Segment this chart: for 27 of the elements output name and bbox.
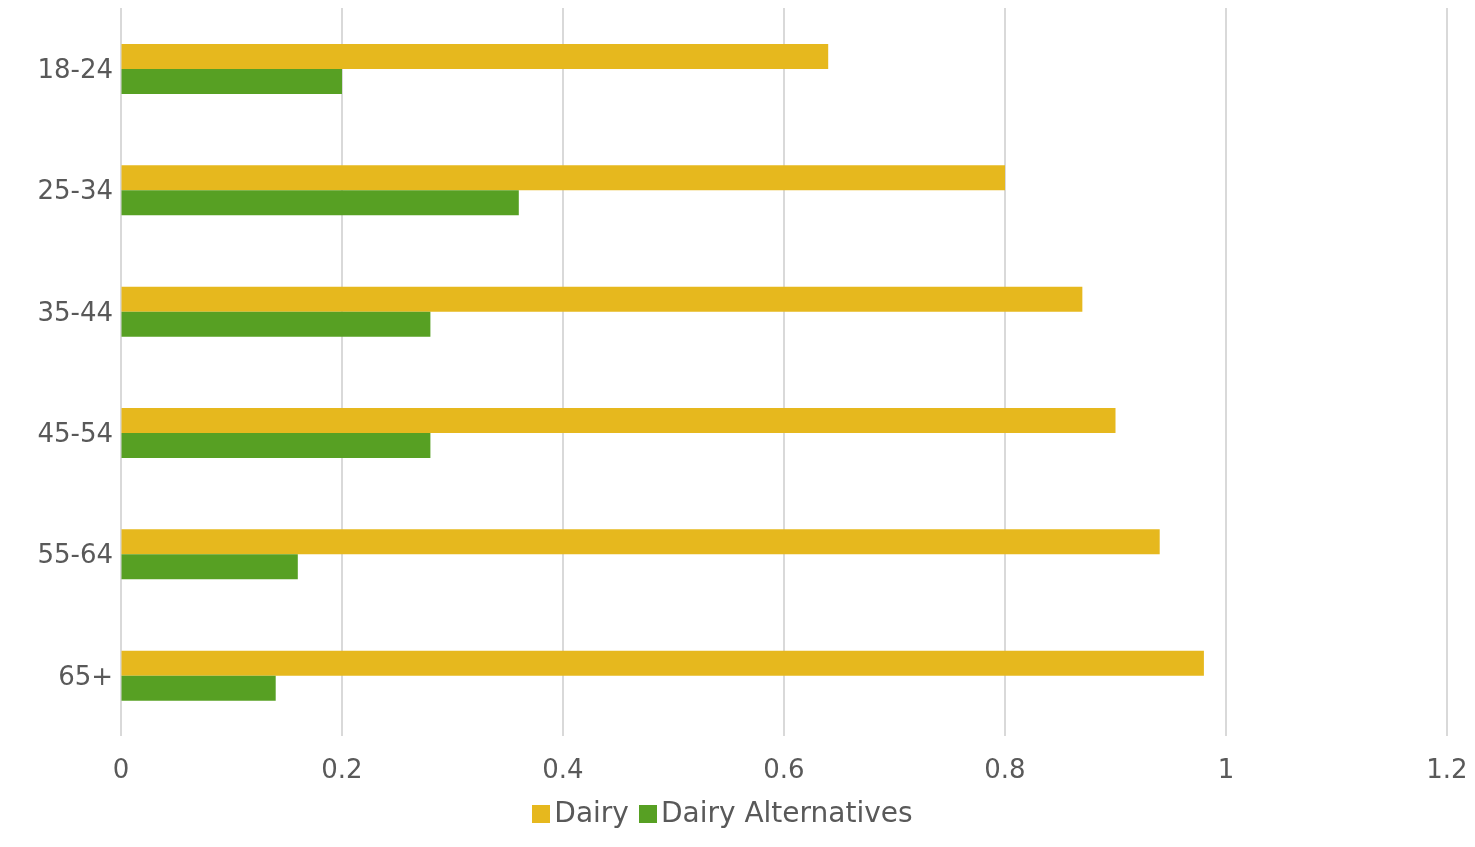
bar	[121, 529, 1160, 555]
bar	[121, 650, 1204, 676]
bar	[121, 675, 276, 701]
bar	[121, 190, 519, 216]
y-tick-label: 35-44	[37, 296, 113, 327]
x-tick-label: 0.2	[321, 754, 363, 785]
x-tick-label: 1	[1217, 754, 1235, 785]
bar	[121, 554, 298, 580]
bar	[121, 408, 1116, 433]
bar	[121, 286, 1083, 312]
bar	[121, 44, 829, 69]
bar	[121, 433, 431, 458]
x-tick-label: 0.6	[763, 754, 805, 785]
x-tick-label: 0	[112, 754, 130, 785]
x-tick-label: 0.8	[984, 754, 1026, 785]
x-tick-label: 0.4	[542, 754, 584, 785]
y-tick-label: 25-34	[37, 175, 113, 206]
bar	[121, 165, 1005, 191]
x-tick-label: 1.2	[1426, 754, 1468, 785]
legend-label: Dairy Alternatives	[660, 796, 913, 829]
bar	[121, 311, 431, 337]
y-tick-label: 55-64	[37, 539, 113, 570]
y-tick-label: 65+	[58, 660, 113, 691]
legend-label: Dairy	[554, 796, 629, 829]
y-tick-label: 18-24	[37, 53, 113, 84]
bar	[121, 69, 342, 94]
y-tick-label: 45-54	[37, 417, 113, 448]
